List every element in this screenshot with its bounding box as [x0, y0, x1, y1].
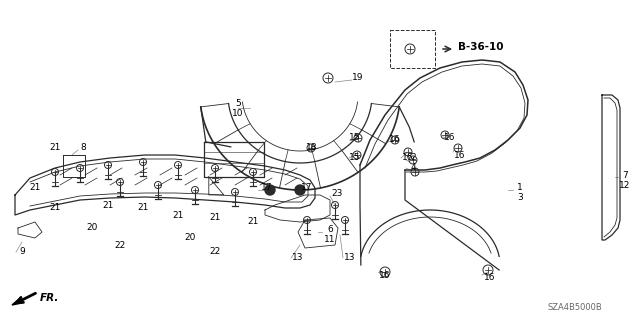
- Text: 16: 16: [403, 153, 413, 162]
- Text: 23: 23: [332, 189, 342, 197]
- Text: 20: 20: [184, 234, 196, 242]
- Text: 21: 21: [102, 201, 114, 210]
- Text: 2: 2: [410, 153, 416, 162]
- Text: 11: 11: [324, 235, 336, 244]
- Text: 15: 15: [349, 133, 361, 143]
- Text: 21: 21: [29, 183, 41, 192]
- Text: 12: 12: [620, 181, 630, 189]
- Polygon shape: [12, 298, 22, 305]
- Text: 17: 17: [261, 183, 273, 192]
- Text: 4: 4: [410, 164, 416, 173]
- Text: 18: 18: [307, 144, 317, 152]
- Text: 7: 7: [622, 170, 628, 180]
- Text: 22: 22: [209, 248, 221, 256]
- Text: 22: 22: [115, 241, 125, 249]
- Text: 15: 15: [349, 153, 361, 162]
- Text: 21: 21: [49, 204, 61, 212]
- Text: 16: 16: [454, 151, 466, 160]
- Text: 17: 17: [301, 183, 313, 192]
- Text: 5: 5: [235, 99, 241, 108]
- Text: 13: 13: [344, 254, 356, 263]
- Circle shape: [295, 185, 305, 195]
- Text: 8: 8: [80, 144, 86, 152]
- Text: 16: 16: [444, 133, 456, 143]
- Text: 9: 9: [19, 248, 25, 256]
- Text: 16: 16: [484, 273, 496, 283]
- Text: 3: 3: [517, 194, 523, 203]
- Text: 1: 1: [517, 183, 523, 192]
- Text: 10: 10: [232, 108, 244, 117]
- Text: 19: 19: [352, 73, 364, 83]
- Text: 21: 21: [247, 218, 259, 226]
- Text: FR.: FR.: [40, 293, 60, 303]
- Text: 21: 21: [209, 213, 221, 222]
- Text: 6: 6: [327, 226, 333, 234]
- Text: 13: 13: [292, 254, 304, 263]
- Text: 20: 20: [86, 224, 98, 233]
- Text: 16: 16: [380, 271, 391, 279]
- Text: B-36-10: B-36-10: [458, 42, 504, 52]
- Text: SZA4B5000B: SZA4B5000B: [548, 303, 602, 313]
- Text: 21: 21: [138, 204, 148, 212]
- Text: 21: 21: [49, 144, 61, 152]
- Text: 16: 16: [389, 136, 401, 145]
- Circle shape: [265, 185, 275, 195]
- Text: 21: 21: [172, 211, 184, 219]
